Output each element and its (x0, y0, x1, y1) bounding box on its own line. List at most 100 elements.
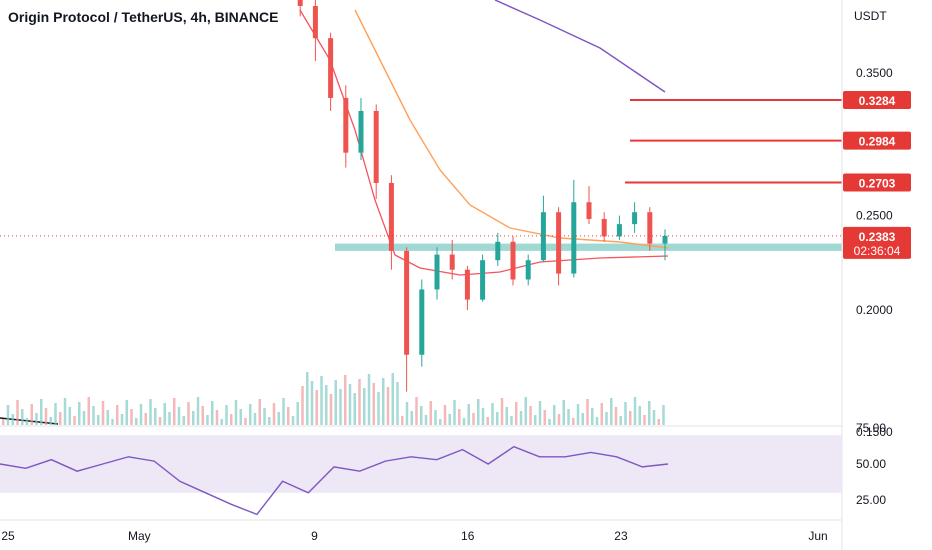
candle-body (586, 202, 592, 219)
volume-bar (591, 408, 594, 425)
volume-bar (272, 403, 276, 425)
volume-bar (268, 417, 271, 425)
volume-bar (467, 404, 470, 425)
volume-bar (344, 375, 347, 425)
volume-bar (401, 416, 404, 425)
volume-bar (130, 409, 133, 425)
volume-bar (54, 403, 57, 425)
volume-bar (225, 405, 228, 425)
volume-bar (82, 411, 86, 425)
volume-bar (367, 374, 371, 425)
volume-bar (192, 411, 195, 425)
volume-bar (405, 402, 409, 425)
rsi-tick-label: 75.00 (856, 421, 886, 435)
volume-bar (595, 417, 599, 425)
candle-body (540, 212, 546, 261)
volume-bar (462, 418, 466, 425)
volume-bar (610, 398, 613, 425)
volume-bar (315, 390, 318, 425)
candle-body (343, 97, 349, 153)
volume-bar (125, 400, 128, 425)
volume-bar (548, 419, 551, 425)
volume-bar (519, 411, 523, 425)
volume-bar (277, 412, 280, 425)
candle-body (419, 289, 425, 355)
volume-bar (135, 418, 138, 425)
resistance-badge (843, 90, 911, 109)
volume-bar (211, 401, 214, 425)
volume-bar (258, 399, 261, 425)
price-tick-label: 0.3500 (856, 66, 893, 80)
x-tick-label: Jun (808, 529, 827, 543)
candle-body (632, 212, 638, 225)
volume-bar (524, 397, 527, 425)
volume-bar (6, 405, 10, 425)
volume-bar (581, 413, 584, 425)
volume-bar (348, 384, 352, 425)
volume-bar (557, 414, 561, 425)
candle-body (434, 254, 440, 290)
volume-bar (329, 394, 333, 425)
volume-bar (648, 401, 651, 425)
candle-body (388, 182, 394, 251)
volume-bar (662, 405, 665, 425)
volume-bar (158, 417, 162, 425)
x-tick-label: 16 (461, 529, 475, 543)
volume-bar (163, 403, 166, 425)
rsi-tick-label: 50.00 (856, 457, 886, 471)
volume-bar (68, 407, 71, 425)
volume-bar (334, 380, 337, 425)
volume-bar (253, 413, 257, 425)
volume-bar (97, 415, 100, 425)
volume-bar (111, 419, 114, 425)
support-zone (335, 243, 842, 251)
volume-bar (633, 397, 637, 425)
volume-bar (481, 408, 485, 425)
volume-bar (187, 402, 190, 425)
volume-bar (424, 415, 428, 425)
candle-body (616, 224, 622, 237)
volume-bar (234, 400, 238, 425)
current-price-label: 0.2383 (859, 230, 896, 244)
volume-bar (486, 417, 489, 425)
volume-bar (2, 419, 5, 425)
rsi-line (0, 445, 669, 516)
volume-bar (386, 387, 390, 425)
volume-bar (30, 404, 33, 425)
volume-bar (168, 412, 171, 425)
price-axis-unit: USDT (854, 9, 887, 23)
volume-bar (177, 407, 181, 425)
volume-bar (59, 412, 62, 425)
volume-bar (510, 416, 513, 425)
volume-bar (472, 413, 475, 425)
volume-bar (16, 400, 19, 425)
x-tick-label: 23 (614, 529, 628, 543)
candle-body (662, 235, 668, 244)
volume-bar (434, 410, 437, 425)
volume-bar (215, 410, 219, 425)
volume-bar (116, 405, 119, 425)
volume-bar (263, 408, 266, 425)
candle-body (647, 212, 653, 244)
volume-bar (25, 418, 29, 425)
volume-bar (63, 398, 67, 425)
volume-bar (139, 404, 143, 425)
volume-bar (106, 410, 109, 425)
volume-bar (652, 410, 656, 425)
volume-bar (643, 415, 646, 425)
volume-bar (614, 407, 618, 425)
volume-bar (11, 414, 14, 425)
volume-bar (291, 416, 295, 425)
candle-body (495, 241, 501, 261)
volume-bar (320, 376, 323, 425)
volume-bar (391, 373, 394, 425)
volume-bar (415, 397, 418, 425)
volume-bar (538, 401, 542, 425)
volume-bar (282, 398, 285, 425)
resistance-badge (843, 131, 911, 150)
volume-bar (230, 414, 233, 425)
volume-bar (562, 400, 565, 425)
volume-bar (500, 398, 504, 425)
volume-bar (144, 413, 147, 425)
